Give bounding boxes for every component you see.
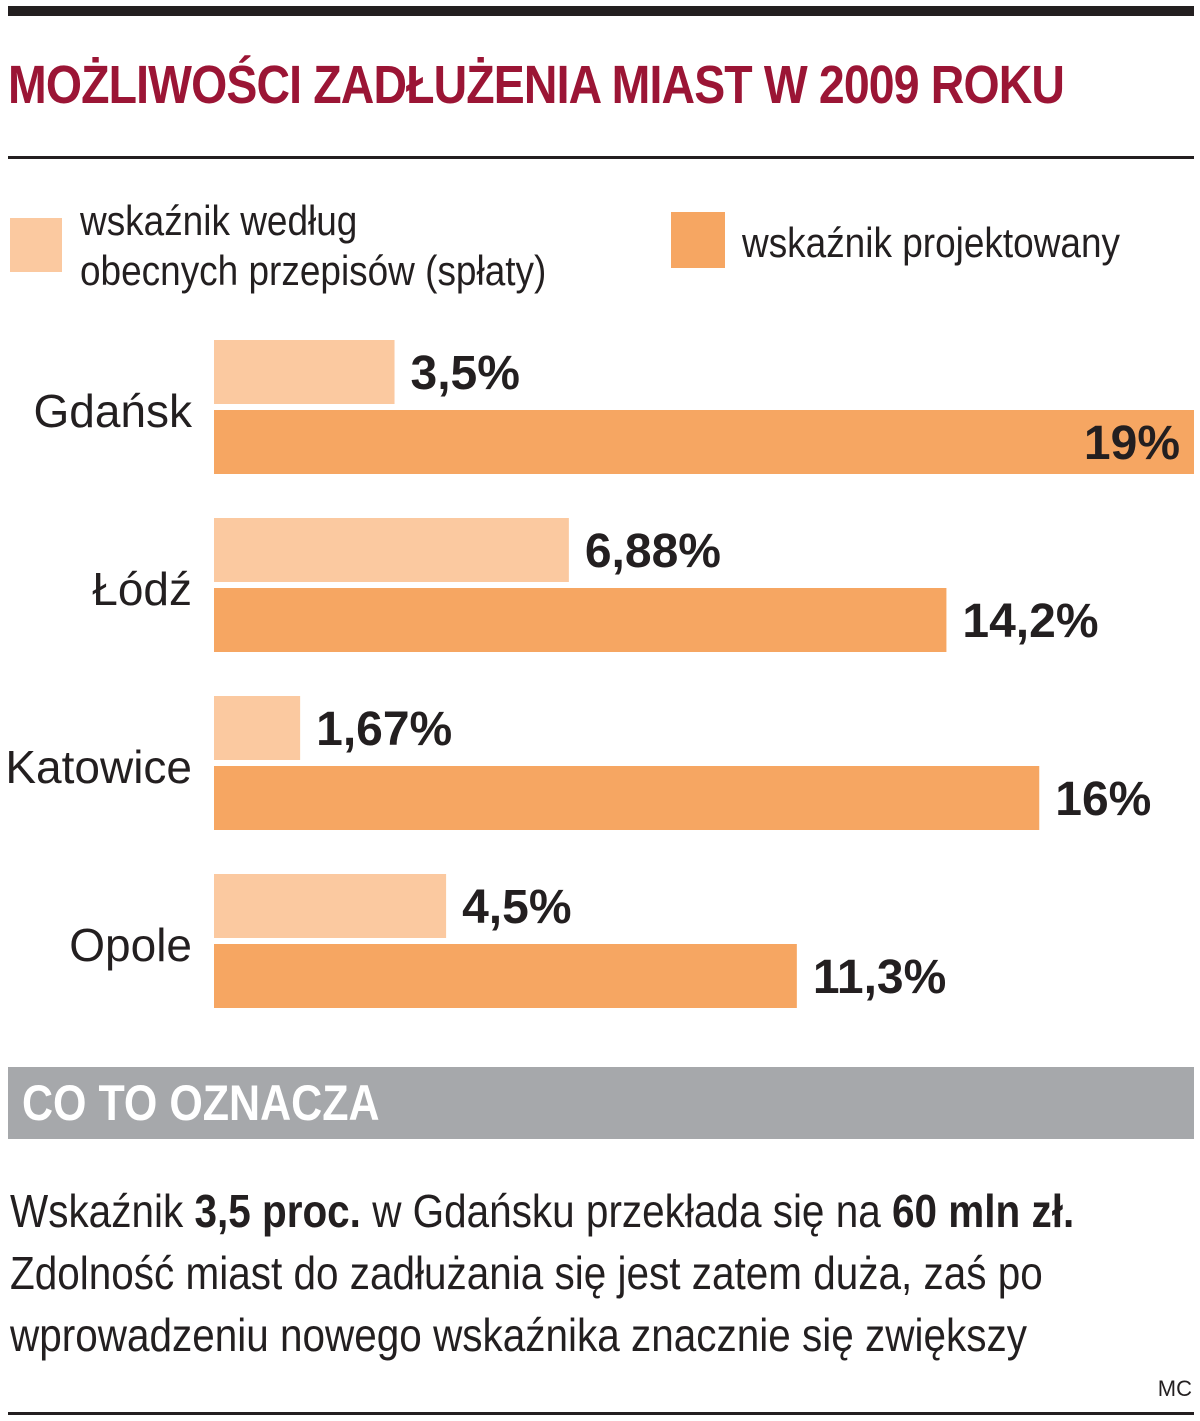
legend-label-current: wskaźnik według obecnych przepisów (spła… <box>80 196 546 296</box>
top-rule <box>8 6 1194 16</box>
note-line-1-b: 3,5 proc. <box>194 1185 361 1237</box>
note-line-1: Wskaźnik 3,5 proc. w Gdańsku przekłada s… <box>10 1180 1154 1242</box>
note-text: Wskaźnik 3,5 proc. w Gdańsku przekłada s… <box>10 1180 1154 1366</box>
bar-current <box>214 340 395 404</box>
legend-label-current-line1: wskaźnik według <box>80 197 358 244</box>
value-label: 3,5% <box>411 347 520 400</box>
value-label: 16% <box>1055 773 1151 826</box>
value-label: 6,88% <box>585 525 721 578</box>
bar-chart: Gdańsk 3,5% 19% Łódź 6,88% 14,2% Katowice 1,67%… <box>5 340 1194 1008</box>
legend-label-current-line2: obecnych przepisów (spłaty) <box>80 247 547 294</box>
value-label: 1,67% <box>316 703 452 756</box>
value-label: 4,5% <box>462 881 571 934</box>
bar-current <box>214 874 447 938</box>
chart-title: MOŻLIWOŚCI ZADŁUŻENIA MIAST W 2009 ROKU <box>8 55 1065 115</box>
bar-projected <box>214 588 947 652</box>
bar-projected <box>214 410 1194 474</box>
note-header-bar <box>8 1067 1194 1139</box>
note-line-1-d: 60 mln zł. <box>891 1185 1075 1237</box>
legend-label-projected: wskaźnik projektowany <box>742 219 1120 266</box>
title-rule <box>8 156 1194 159</box>
bar-projected <box>214 766 1040 830</box>
note-heading: CO TO OZNACZA <box>22 1075 380 1131</box>
note-line-1-c: w Gdańsku przekłada się na <box>360 1185 892 1237</box>
bottom-rule <box>8 1412 1194 1415</box>
bar-current <box>214 696 301 760</box>
bar-current <box>214 518 569 582</box>
note-line-1-a: Wskaźnik <box>10 1185 195 1237</box>
value-label: 11,3% <box>813 951 946 1004</box>
category-label: Katowice <box>5 741 192 793</box>
category-label: Gdańsk <box>33 385 193 437</box>
value-label: 14,2% <box>962 595 1098 648</box>
legend-swatch-projected <box>671 212 725 268</box>
credit: MC <box>1157 1376 1192 1401</box>
note-line-3: wprowadzeniu nowego wskaźnika znacznie s… <box>10 1309 1027 1361</box>
legend-swatch-current <box>10 218 62 272</box>
category-label: Opole <box>69 919 192 971</box>
category-label: Łódź <box>92 563 192 615</box>
value-label: 19% <box>1084 417 1180 470</box>
bar-projected <box>214 944 797 1008</box>
note-line-2: Zdolność miast do zadłużania się jest za… <box>10 1247 1043 1299</box>
